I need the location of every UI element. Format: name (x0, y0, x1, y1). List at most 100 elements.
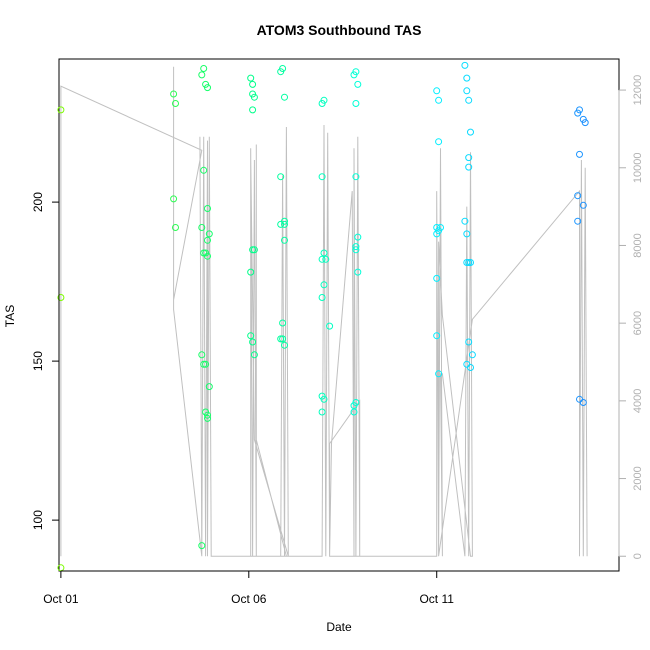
y-axis-label: TAS (3, 305, 17, 327)
data-point (326, 322, 334, 330)
data-point (200, 166, 208, 174)
data-point (463, 259, 471, 266)
data-point (198, 542, 206, 550)
data-point (281, 220, 288, 228)
right-tick-label: 8000 (632, 233, 644, 257)
right-tick-label: 0 (632, 553, 644, 559)
line-layer (60, 66, 588, 557)
data-point (198, 71, 206, 79)
data-point (463, 230, 471, 238)
right-tick-label: 10000 (632, 152, 644, 183)
data-point (465, 154, 473, 162)
data-point (468, 351, 476, 359)
data-point (318, 173, 326, 181)
data-point (57, 106, 65, 114)
data-point (576, 150, 583, 158)
x-tick-label: Oct 01 (43, 592, 79, 606)
data-point (465, 338, 473, 346)
data-point (352, 243, 360, 251)
data-point (579, 201, 587, 209)
data-point (581, 119, 589, 127)
data-point (354, 80, 362, 88)
data-point (205, 383, 213, 391)
data-point (318, 408, 326, 416)
data-point (249, 106, 257, 114)
data-point (320, 96, 328, 104)
altitude-line (60, 66, 588, 557)
data-point (435, 370, 443, 378)
point-layer (57, 61, 589, 572)
x-tick-label: Oct 06 (231, 592, 267, 606)
data-point (461, 61, 469, 69)
data-point (463, 87, 471, 95)
data-point (204, 84, 211, 92)
data-point (433, 230, 441, 238)
data-point (467, 364, 474, 371)
right-tick-label: 12000 (632, 75, 644, 106)
data-point (279, 319, 287, 327)
data-point (249, 338, 257, 346)
data-point (247, 332, 255, 340)
data-point (202, 360, 210, 368)
data-point (200, 65, 208, 72)
chart-title: ATOM3 Southbound TAS (257, 22, 422, 38)
data-point (250, 246, 258, 254)
data-point (433, 87, 441, 95)
data-point (247, 268, 255, 276)
data-point (204, 252, 211, 260)
x-tick-label: Oct 11 (419, 592, 454, 606)
data-point (204, 205, 211, 212)
data-point (579, 399, 587, 406)
data-point (281, 93, 288, 101)
data-point (318, 255, 326, 263)
data-point (204, 414, 211, 422)
data-point (200, 360, 208, 368)
data-point (198, 224, 206, 231)
data-point (435, 138, 443, 146)
data-point (204, 236, 211, 244)
data-point (281, 341, 288, 349)
data-point (320, 281, 328, 289)
data-point (463, 360, 471, 368)
data-point (277, 173, 285, 181)
data-point (465, 163, 473, 171)
data-point (461, 217, 469, 225)
data-point (463, 74, 471, 82)
data-point (467, 259, 474, 266)
data-point (352, 246, 360, 254)
data-point (277, 335, 285, 343)
right-tick-label: 4000 (632, 389, 644, 413)
data-point (433, 332, 441, 340)
data-point (352, 68, 360, 76)
plot-area (58, 58, 620, 572)
data-point (57, 294, 65, 301)
data-point (320, 249, 328, 257)
x-axis: Oct 01 Oct 06 Oct 11 (43, 570, 454, 606)
data-point (250, 351, 258, 359)
right-tick-label: 2000 (632, 466, 644, 490)
data-point (205, 230, 213, 238)
data-point (204, 411, 211, 419)
data-point (354, 233, 362, 241)
data-point (352, 173, 360, 181)
data-point (281, 236, 288, 244)
data-point (352, 100, 360, 107)
data-point (354, 268, 362, 276)
data-point (576, 106, 583, 114)
x-axis-label: Date (326, 620, 352, 634)
data-point (247, 74, 255, 82)
data-point (322, 255, 330, 263)
data-point (437, 224, 444, 231)
data-point (320, 395, 328, 403)
right-tick-label: 6000 (632, 311, 644, 335)
data-point (279, 335, 287, 343)
data-point (435, 96, 443, 104)
data-point (281, 217, 288, 225)
data-point (574, 217, 582, 225)
y-tick-label: 200 (31, 192, 45, 212)
data-point (172, 224, 179, 231)
data-point (433, 274, 441, 282)
y-axis: 100 150 200 (31, 192, 60, 530)
data-point (172, 100, 179, 107)
